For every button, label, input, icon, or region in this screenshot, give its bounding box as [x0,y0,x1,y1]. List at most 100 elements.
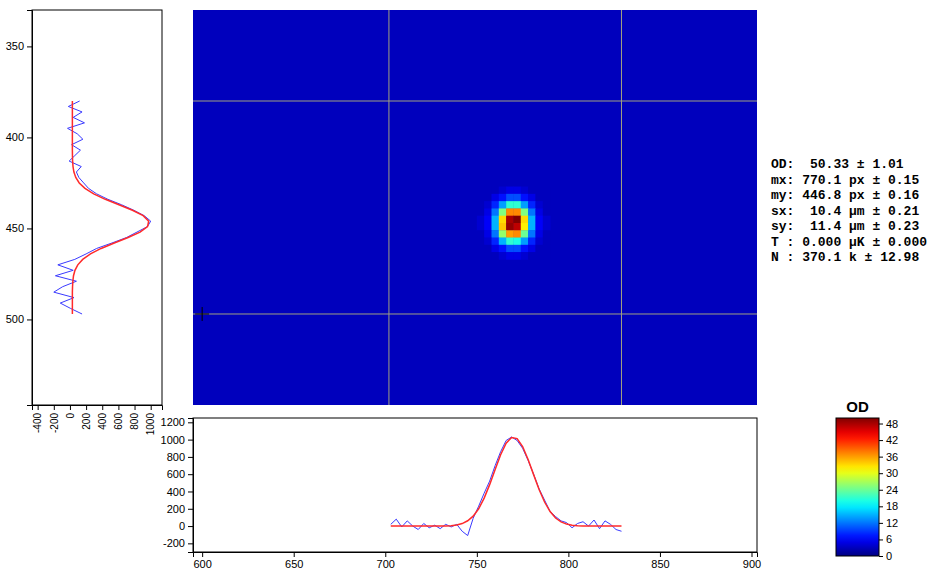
profile-line [72,101,148,314]
tick-mark [879,440,883,441]
roi-line [193,313,757,314]
tick: 900 [743,552,761,570]
tick-label: 0 [886,550,892,562]
cell [543,187,551,195]
cell [521,252,529,260]
tick-mark [118,405,119,410]
tick-mark [54,405,55,410]
cell [506,187,514,195]
cell [528,187,536,195]
tick: 800 [129,405,140,430]
cell [491,245,499,253]
cell [506,245,514,253]
fit-result: T : 0.000 µK ± 0.000 [771,235,927,250]
cell [543,216,551,224]
tick-mark [568,552,569,557]
tick: 1000 [161,434,193,446]
cell [535,201,543,209]
cell [506,201,514,209]
cell [543,223,551,231]
cell [477,223,485,231]
fit-result: N : 370.1 k ± 12.98 [771,250,919,265]
tick-label: 800 [167,451,185,463]
cell [535,252,543,260]
cell [535,238,543,246]
tick: -200 [49,405,60,433]
tick-label: 500 [6,313,24,325]
tick-label: 24 [886,484,898,496]
cell [506,230,514,238]
axis-line [33,406,163,411]
tick-mark [879,457,883,458]
cell [521,223,529,231]
fit-results: OD: 50.33 ± 1.01mx: 770.1 px ± 0.15my: 4… [771,157,927,265]
profile-line [54,101,151,314]
tick-mark [660,552,661,557]
cell [521,201,529,209]
tick: 1000 [145,405,156,435]
cell [521,238,529,246]
tick-mark [27,46,32,47]
tick-label: 400 [167,486,185,498]
cell [543,201,551,209]
tick-label: 800 [129,413,140,430]
tick-mark [879,490,883,491]
roi-line [621,10,622,405]
profile-line [391,437,622,536]
tick-mark [27,319,32,320]
cell [513,238,521,246]
cell [477,245,485,253]
tick: 400 [97,405,108,430]
cell [528,208,536,216]
tick-label: 6 [886,533,892,545]
tick-label: 650 [285,558,303,570]
profile-plot [391,437,622,536]
tick-label: 450 [6,222,24,234]
tick: 800 [560,552,578,570]
cell [513,216,521,224]
colorbar-axis: 0612182430364248 [879,418,898,562]
tick-mark [294,552,295,557]
tick: 12 [879,517,898,529]
tick-mark [879,506,883,507]
cell [484,201,492,209]
tick: 0 [879,550,892,562]
cell [543,238,551,246]
cell [535,194,543,202]
cell [499,238,507,246]
cell [491,252,499,260]
tick: 600 [193,552,211,570]
tick: 350 [6,40,32,52]
cell [506,208,514,216]
cell [491,223,499,231]
cell [513,208,521,216]
tick-label: 850 [651,558,669,570]
cell [484,245,492,253]
cell [491,238,499,246]
tick-label: 36 [886,451,898,463]
tick: 800 [167,451,193,463]
tick-label: 900 [743,558,761,570]
cell [484,208,492,216]
cell [484,216,492,224]
tick-mark [752,552,753,557]
tick-mark [188,474,193,475]
cell [484,252,492,260]
tick-mark [27,228,32,229]
cell [499,201,507,209]
tick: 500 [6,313,32,325]
tick-label: 1000 [161,434,185,446]
tick: 700 [377,552,395,570]
cell [499,245,507,253]
cell [528,223,536,231]
tick-label: 200 [81,413,92,430]
cell [499,208,507,216]
tick: 6 [879,533,892,545]
cell [528,245,536,253]
tick-label: -400 [32,413,43,433]
tick: 1200 [161,416,193,428]
cell [477,216,485,224]
tick-mark [188,543,193,544]
cell [491,208,499,216]
tick-label: 12 [886,517,898,529]
